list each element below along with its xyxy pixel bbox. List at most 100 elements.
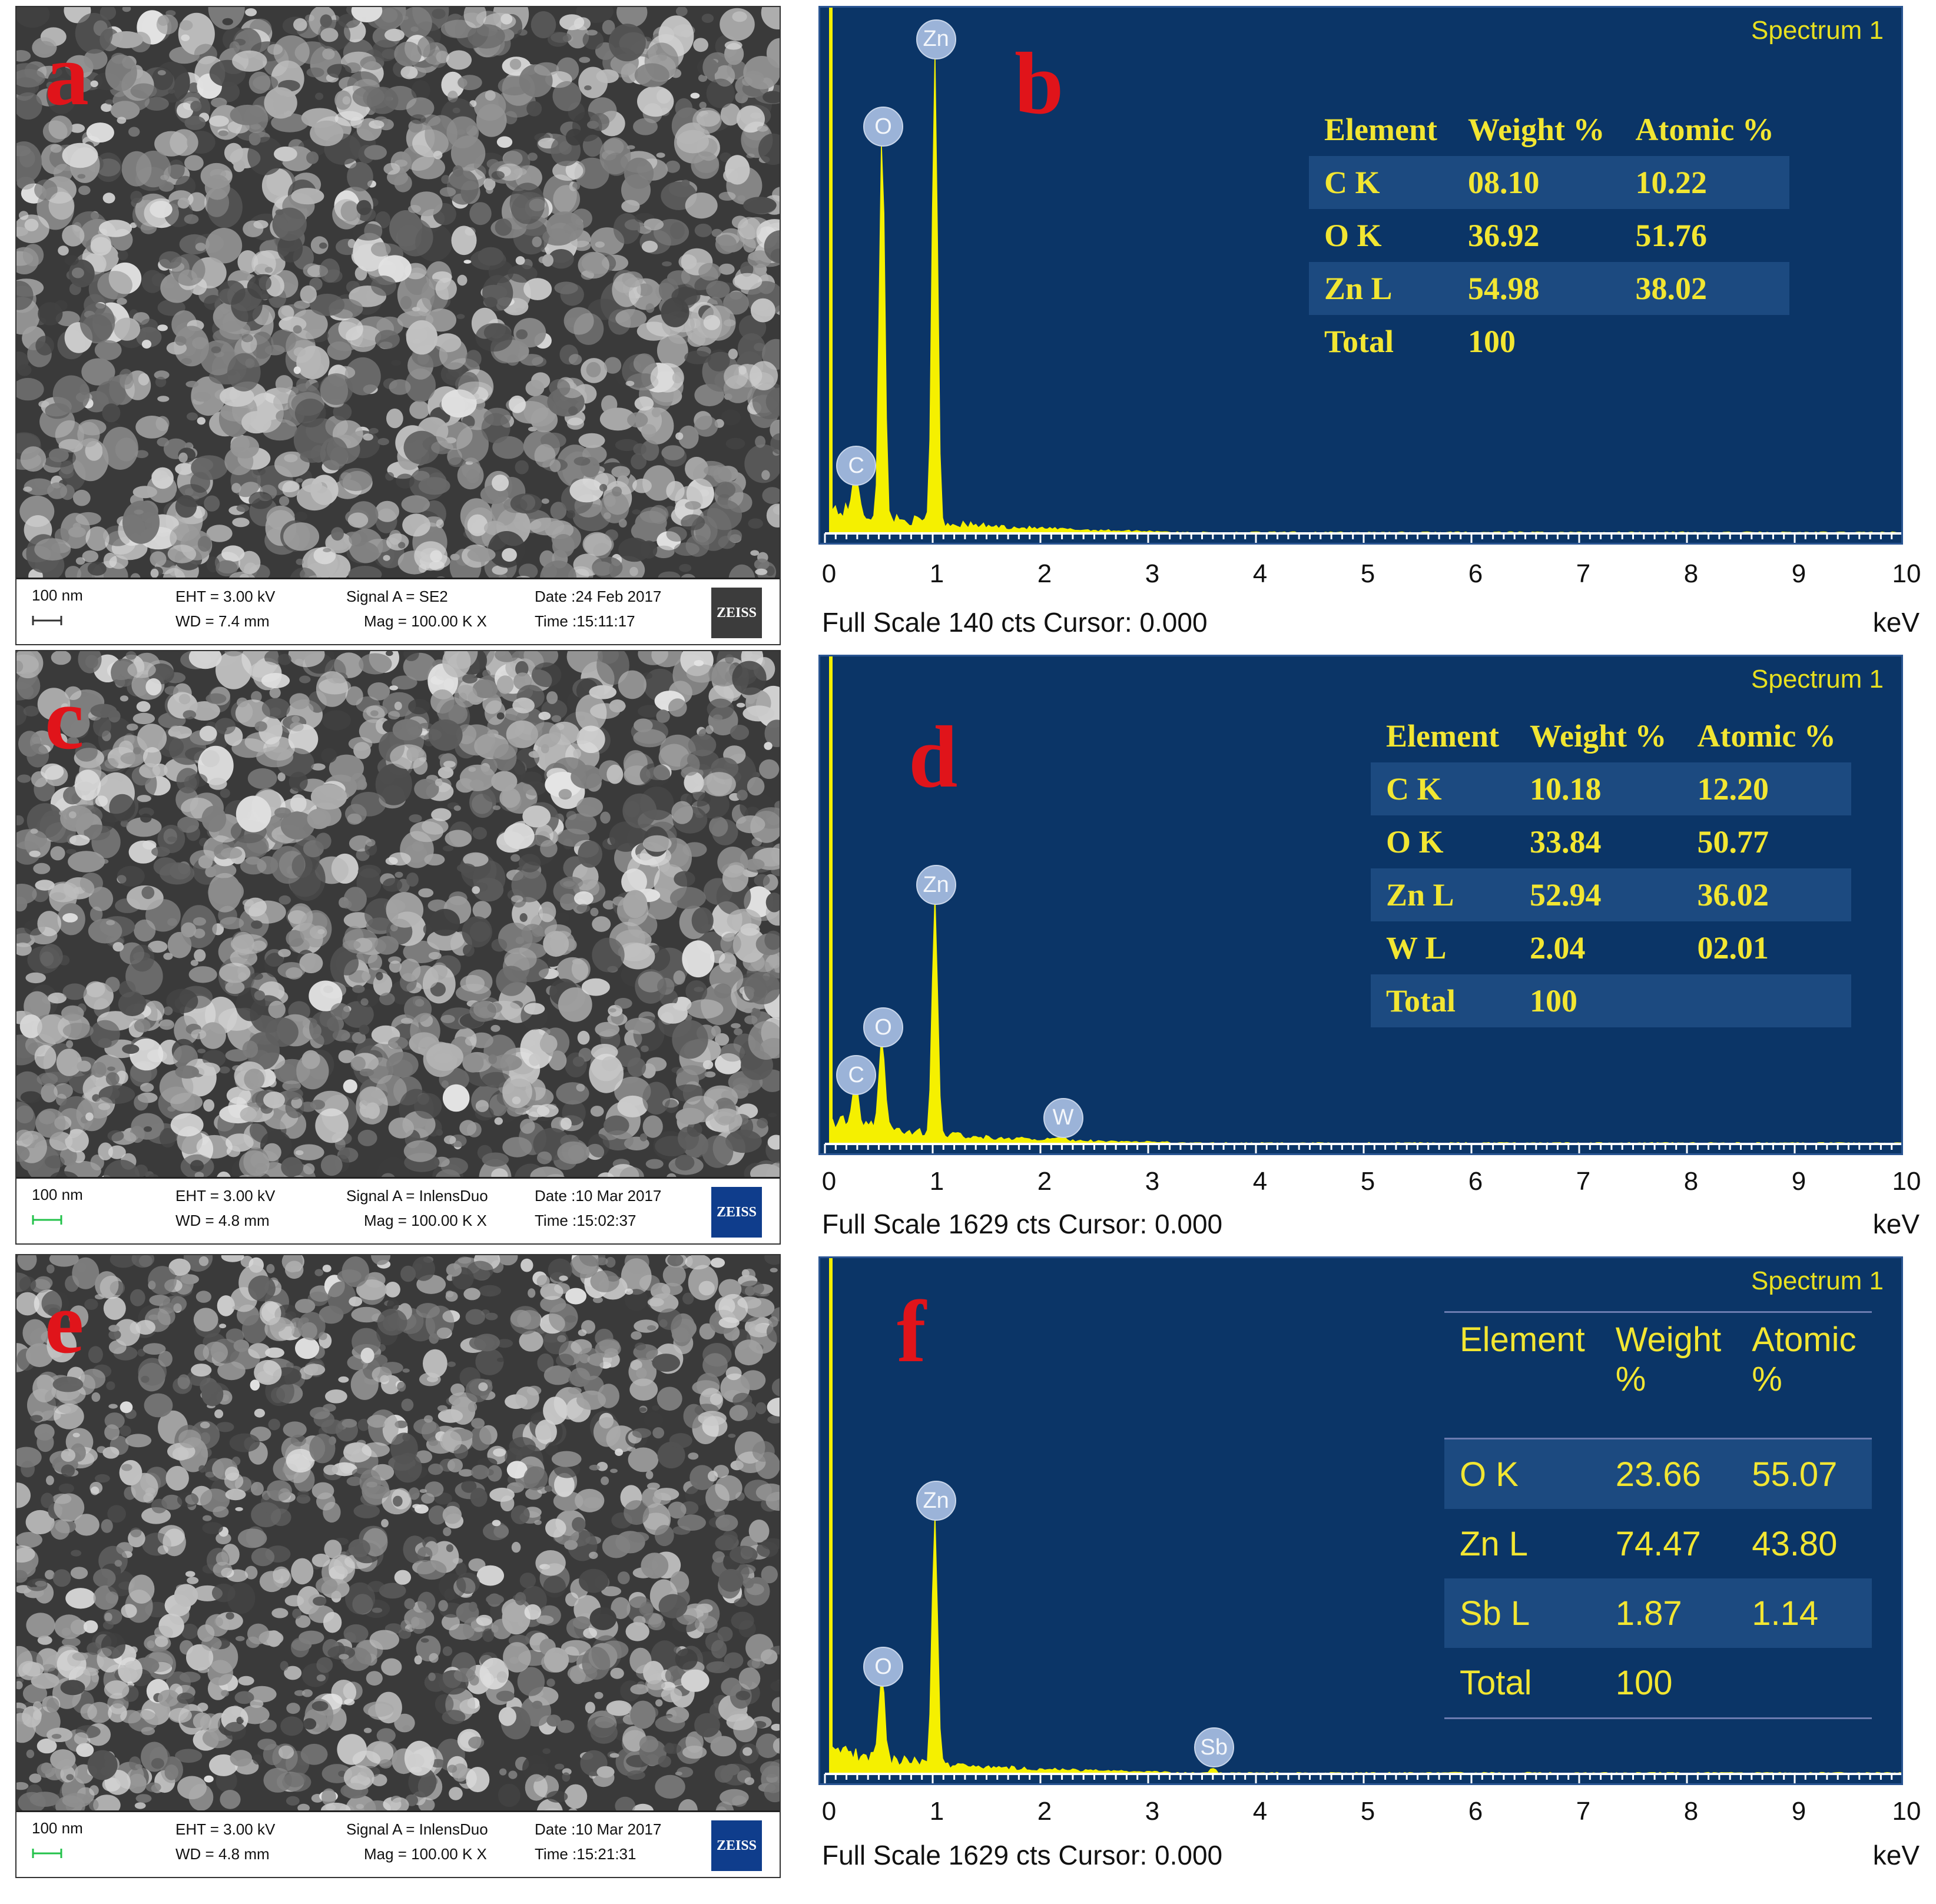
sem-particle: [219, 320, 251, 340]
sem-particle: [353, 742, 371, 759]
sem-particle: [519, 1331, 543, 1352]
sem-particle: [665, 160, 680, 173]
sem-particle: [710, 1108, 742, 1133]
sem-particle: [611, 1597, 631, 1620]
sem-particle: [200, 1022, 226, 1049]
sem-particle: [473, 1334, 500, 1352]
sem-particle: [97, 271, 132, 300]
sem-particle: [596, 1766, 615, 1778]
sem-particle: [721, 409, 741, 426]
sem-particle: [94, 340, 122, 360]
sem-particle: [709, 816, 728, 837]
sem-particle: [188, 82, 200, 94]
sem-particle: [52, 1569, 71, 1587]
sem-particle: [216, 81, 240, 102]
sem-particle: [236, 1636, 245, 1641]
sem-particle: [705, 725, 714, 734]
sem-particle: [582, 532, 612, 556]
sem-particle: [555, 1763, 565, 1770]
sem-particle: [156, 14, 178, 35]
spectrum-plot: Spectrum 1 d Element Weight % Atomic % C K…: [818, 655, 1903, 1155]
sem-particle: [556, 957, 589, 984]
sem-particle: [416, 1303, 440, 1318]
sem-particle: [112, 1700, 124, 1709]
sem-particle: [599, 484, 608, 492]
sem-particle: [269, 687, 281, 699]
sem-particle: [562, 1772, 571, 1782]
sem-particle: [284, 1595, 304, 1607]
sem-particle: [543, 1329, 569, 1355]
sem-particle: [404, 1740, 435, 1776]
sem-particle: [85, 655, 98, 669]
sem-particle: [316, 671, 349, 707]
spectrum-title: Spectrum 1: [1751, 1266, 1884, 1295]
sem-particle: [68, 526, 86, 538]
sem-particle: [184, 155, 204, 171]
sem-particle: [499, 788, 521, 808]
sem-particle: [576, 1083, 585, 1092]
sem-particle: [233, 160, 246, 173]
sem-particle: [612, 486, 622, 497]
sem-particle: [508, 1770, 518, 1779]
sem-particle: [26, 1343, 54, 1368]
sem-particle: [508, 264, 538, 283]
sem-particle: [80, 1368, 106, 1389]
sem-particle: [528, 751, 542, 758]
sem-particle: [379, 1583, 406, 1599]
sem-particle: [437, 1405, 448, 1412]
sem-particle: [589, 1551, 598, 1559]
sem-particle: [46, 1475, 54, 1485]
sem-particle: [177, 1692, 195, 1704]
sem-particle: [294, 399, 326, 427]
sem-particle: [430, 908, 460, 936]
sem-particle: [540, 560, 577, 582]
sem-particle: [759, 759, 780, 779]
sem-particle: [541, 498, 549, 504]
spectrum-footer: Full Scale 140 cts Cursor: 0.000: [822, 607, 1208, 638]
sem-particle: [456, 314, 465, 319]
sem-particle: [231, 483, 241, 493]
sem-particle: [402, 1368, 410, 1373]
table-row: O K 36.92 51.76: [1324, 218, 1707, 253]
sem-particle: [289, 771, 308, 792]
mag-value: Mag = 100.00 K X: [364, 1845, 487, 1863]
sem-particle: [502, 1601, 531, 1635]
sem-particle: [467, 514, 488, 536]
sem-particle: [301, 1050, 320, 1069]
sem-particle: [744, 1777, 755, 1785]
sem-particle: [88, 1346, 103, 1364]
sem-particle: [750, 550, 760, 556]
signal-value: Signal A = SE2: [346, 588, 448, 605]
sem-particle: [105, 1072, 120, 1086]
sem-particle: [115, 437, 138, 462]
sem-particle: [767, 1135, 780, 1150]
sem-particle: [498, 1707, 516, 1726]
sem-particle: [47, 482, 68, 499]
sem-particle: [248, 1343, 270, 1359]
sem-particle: [232, 1305, 240, 1311]
sem-particle: [130, 83, 157, 99]
sem-particle: [289, 903, 313, 931]
sem-particle: [748, 518, 763, 529]
sem-particle: [712, 714, 723, 721]
sem-particle: [443, 678, 454, 691]
sem-particle: [16, 1447, 42, 1468]
sem-particle: [280, 1716, 304, 1736]
sem-particle: [657, 333, 688, 368]
sem-particle: [677, 1514, 706, 1531]
sem-particle: [418, 888, 434, 898]
sem-particle: [95, 795, 108, 807]
sem-particle: [390, 924, 398, 931]
sem-particle: [636, 1368, 647, 1379]
sem-particle: [191, 1029, 207, 1040]
sem-particle: [742, 705, 775, 722]
sem-particle: [515, 661, 529, 677]
sem-particle: [609, 821, 643, 852]
sem-particle: [428, 719, 463, 751]
sem-particle: [525, 1774, 548, 1801]
sem-particle: [463, 260, 472, 264]
sem-particle: [761, 470, 770, 480]
sem-particle: [253, 220, 268, 229]
x-tick-label: 0: [821, 1797, 837, 1826]
sem-particle: [728, 1434, 736, 1438]
